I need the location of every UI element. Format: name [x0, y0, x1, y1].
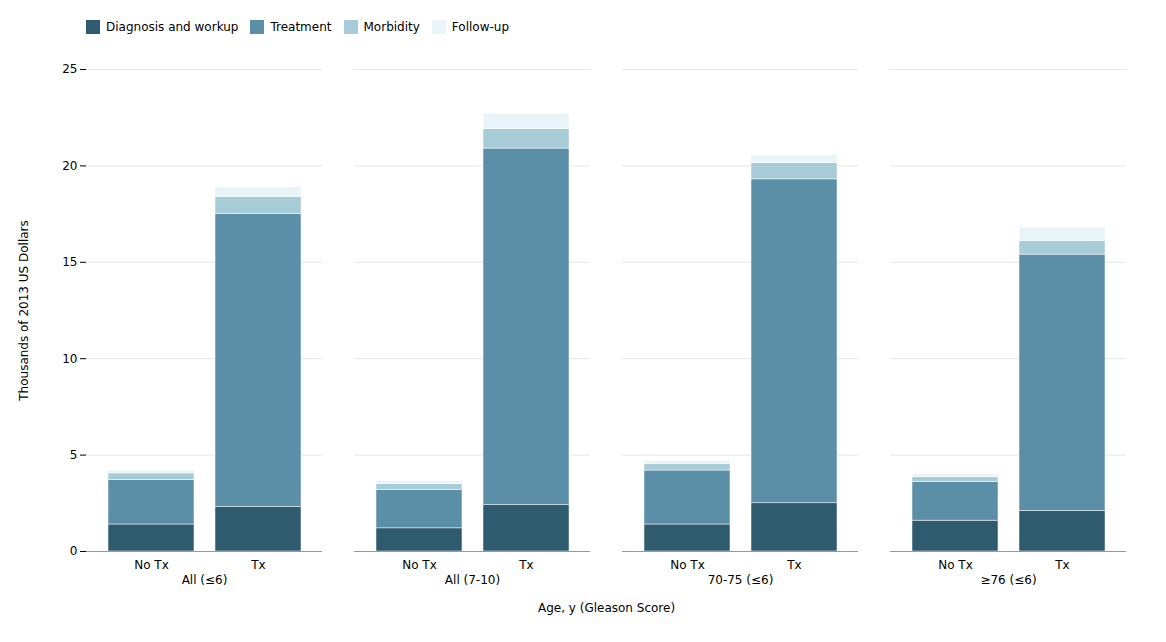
svg-text:No Tx: No Tx: [670, 558, 705, 572]
html-text:Treatment: Treatment: [270, 19, 332, 34]
html-text:Diagnosis and workup: Diagnosis and workup: [106, 19, 239, 34]
html-text:Follow-up: Follow-up: [451, 19, 509, 34]
svg-text:≥76 (≤6): ≥76 (≤6): [980, 573, 1036, 587]
svg-text:Tx: Tx: [518, 558, 533, 572]
svg-text:All (7-10): All (7-10): [445, 573, 500, 587]
svg-text:Thousands of 2013 US Dollars: Thousands of 2013 US Dollars: [17, 220, 31, 402]
svg-text:20: 20: [62, 159, 77, 173]
svg-text:Age, y (Gleason Score): Age, y (Gleason Score): [538, 601, 675, 615]
svg-text:No Tx: No Tx: [938, 558, 973, 572]
svg-text:10: 10: [62, 352, 77, 366]
svg-text:15: 15: [62, 255, 77, 269]
svg-text:0: 0: [70, 544, 78, 558]
svg-text:Tx: Tx: [1054, 558, 1069, 572]
svg-text:25: 25: [62, 62, 77, 76]
svg-text:5: 5: [70, 448, 78, 462]
svg-text:No Tx: No Tx: [134, 558, 169, 572]
html-text:Morbidity: Morbidity: [363, 19, 420, 34]
svg-text:Tx: Tx: [786, 558, 801, 572]
svg-text:No Tx: No Tx: [402, 558, 437, 572]
svg-text:70-75 (≤6): 70-75 (≤6): [708, 573, 774, 587]
svg-text:All (≤6): All (≤6): [182, 573, 228, 587]
svg-text:Tx: Tx: [250, 558, 265, 572]
